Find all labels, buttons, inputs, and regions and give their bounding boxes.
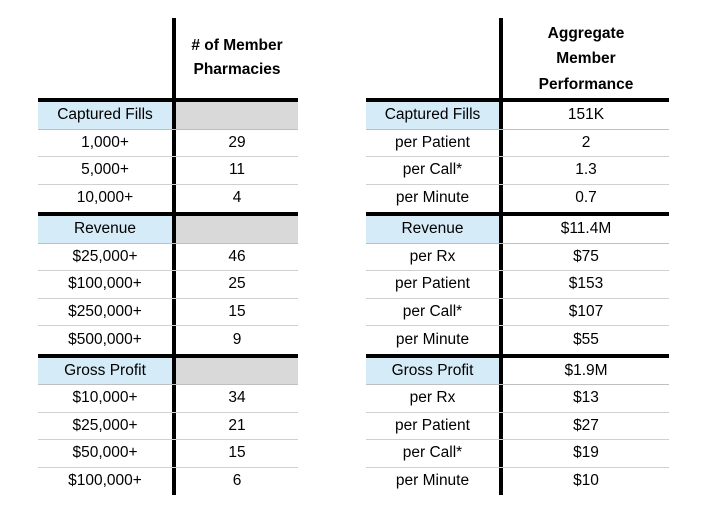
row-label: 5,000+: [38, 157, 176, 184]
table-row: 1,000+ 29: [38, 129, 298, 157]
table-row: 10,000+ 4: [38, 184, 298, 212]
row-value: 25: [228, 275, 246, 293]
row-label: per Call*: [366, 440, 503, 467]
table-row: $25,000+ 21: [38, 412, 298, 440]
table-row: $500,000+ 9: [38, 326, 298, 354]
section-label: Captured Fills: [366, 102, 503, 129]
section-label: Revenue: [38, 216, 176, 243]
row-value: $10: [573, 472, 599, 490]
table-row: per Rx $13: [366, 385, 669, 413]
table-row: $25,000+ 46: [38, 243, 298, 271]
section-captured-fills: Captured Fills 1,000+ 29 5,000+ 11 10,00…: [38, 98, 298, 212]
table-row: per Minute $10: [366, 467, 669, 495]
row-label: per Minute: [366, 184, 503, 212]
table-row: $250,000+ 15: [38, 298, 298, 326]
row-label: $100,000+: [38, 271, 176, 298]
section-total-value: 151K: [567, 106, 605, 124]
row-label: per Patient: [366, 129, 503, 156]
row-value: 34: [228, 389, 246, 407]
row-value: $107: [568, 302, 604, 320]
table-row: per Call* $107: [366, 298, 669, 326]
row-label: per Patient: [366, 412, 503, 439]
section-blank-cell: [176, 357, 298, 384]
row-label: per Patient: [366, 271, 503, 298]
header-member-pharmacies: # of Member Pharmacies: [191, 37, 283, 78]
row-value: 1.3: [575, 161, 597, 179]
row-value: $75: [573, 247, 599, 265]
section-blank-cell: [176, 102, 298, 129]
aggregate-performance-table: Aggregate Member Performance Captured Fi…: [366, 18, 669, 495]
row-value: $19: [573, 444, 599, 462]
row-label: per Minute: [366, 326, 503, 354]
table-row: per Call* 1.3: [366, 157, 669, 185]
table-row: per Patient $153: [366, 271, 669, 299]
row-value: 2: [581, 133, 591, 151]
row-label: per Rx: [366, 385, 503, 412]
table-row: $100,000+ 25: [38, 271, 298, 299]
section-header-row: Captured Fills: [38, 102, 298, 130]
section-label: Captured Fills: [38, 102, 176, 129]
row-value: 0.7: [575, 189, 597, 207]
table-row: per Rx $75: [366, 243, 669, 271]
table-row: $100,000+ 6: [38, 467, 298, 495]
section-header-row: Gross Profit $1.9M: [366, 357, 669, 385]
section-header-row: Revenue $11.4M: [366, 216, 669, 244]
row-label: $250,000+: [38, 298, 176, 325]
row-value: $13: [573, 389, 599, 407]
row-label: 10,000+: [38, 184, 176, 212]
table-row: per Patient 2: [366, 129, 669, 157]
row-value: 4: [232, 189, 242, 207]
section-label: Revenue: [366, 216, 503, 243]
header-blank-cell: [38, 18, 176, 98]
section-captured-fills: Captured Fills 151K per Patient 2 per Ca…: [366, 98, 669, 212]
row-label: $50,000+: [38, 440, 176, 467]
section-gross-profit: Gross Profit $10,000+ 34 $25,000+ 21 $50…: [38, 353, 298, 495]
row-label: $500,000+: [38, 326, 176, 354]
row-value: 15: [228, 444, 246, 462]
section-header-row: Captured Fills 151K: [366, 102, 669, 130]
row-value: 6: [232, 472, 242, 490]
row-value: $153: [568, 275, 604, 293]
header-aggregate-performance: Aggregate Member Performance: [538, 24, 634, 93]
row-label: per Rx: [366, 243, 503, 270]
row-label: per Call*: [366, 298, 503, 325]
section-blank-cell: [176, 216, 298, 243]
row-label: $100,000+: [38, 467, 176, 495]
table-header: # of Member Pharmacies: [38, 18, 298, 98]
row-value: 46: [228, 247, 246, 265]
row-value: 15: [228, 302, 246, 320]
row-value: 9: [232, 330, 242, 348]
row-label: per Minute: [366, 467, 503, 495]
row-value: 11: [228, 161, 246, 179]
row-value: $55: [573, 330, 599, 348]
section-label: Gross Profit: [366, 357, 503, 384]
row-label: $10,000+: [38, 385, 176, 412]
section-total-value: $1.9M: [564, 361, 608, 379]
row-label: $25,000+: [38, 412, 176, 439]
row-value: 21: [228, 416, 246, 434]
table-row: per Call* $19: [366, 440, 669, 468]
section-revenue: Revenue $11.4M per Rx $75 per Patient $1…: [366, 212, 669, 354]
row-label: per Call*: [366, 157, 503, 184]
row-value: $27: [573, 416, 599, 434]
table-row: per Patient $27: [366, 412, 669, 440]
table-header: Aggregate Member Performance: [366, 18, 669, 98]
table-row: 5,000+ 11: [38, 157, 298, 185]
table-row: $10,000+ 34: [38, 385, 298, 413]
member-pharmacies-table: # of Member Pharmacies Captured Fills 1,…: [38, 18, 298, 495]
row-label: $25,000+: [38, 243, 176, 270]
section-header-row: Revenue: [38, 216, 298, 244]
row-label: 1,000+: [38, 129, 176, 156]
row-value: 29: [228, 133, 246, 151]
table-row: $50,000+ 15: [38, 440, 298, 468]
section-label: Gross Profit: [38, 357, 176, 384]
table-row: per Minute 0.7: [366, 184, 669, 212]
table-row: per Minute $55: [366, 326, 669, 354]
section-revenue: Revenue $25,000+ 46 $100,000+ 25 $250,00…: [38, 212, 298, 354]
header-blank-cell: [366, 18, 503, 98]
section-header-row: Gross Profit: [38, 357, 298, 385]
section-gross-profit: Gross Profit $1.9M per Rx $13 per Patien…: [366, 353, 669, 495]
section-total-value: $11.4M: [560, 220, 612, 238]
